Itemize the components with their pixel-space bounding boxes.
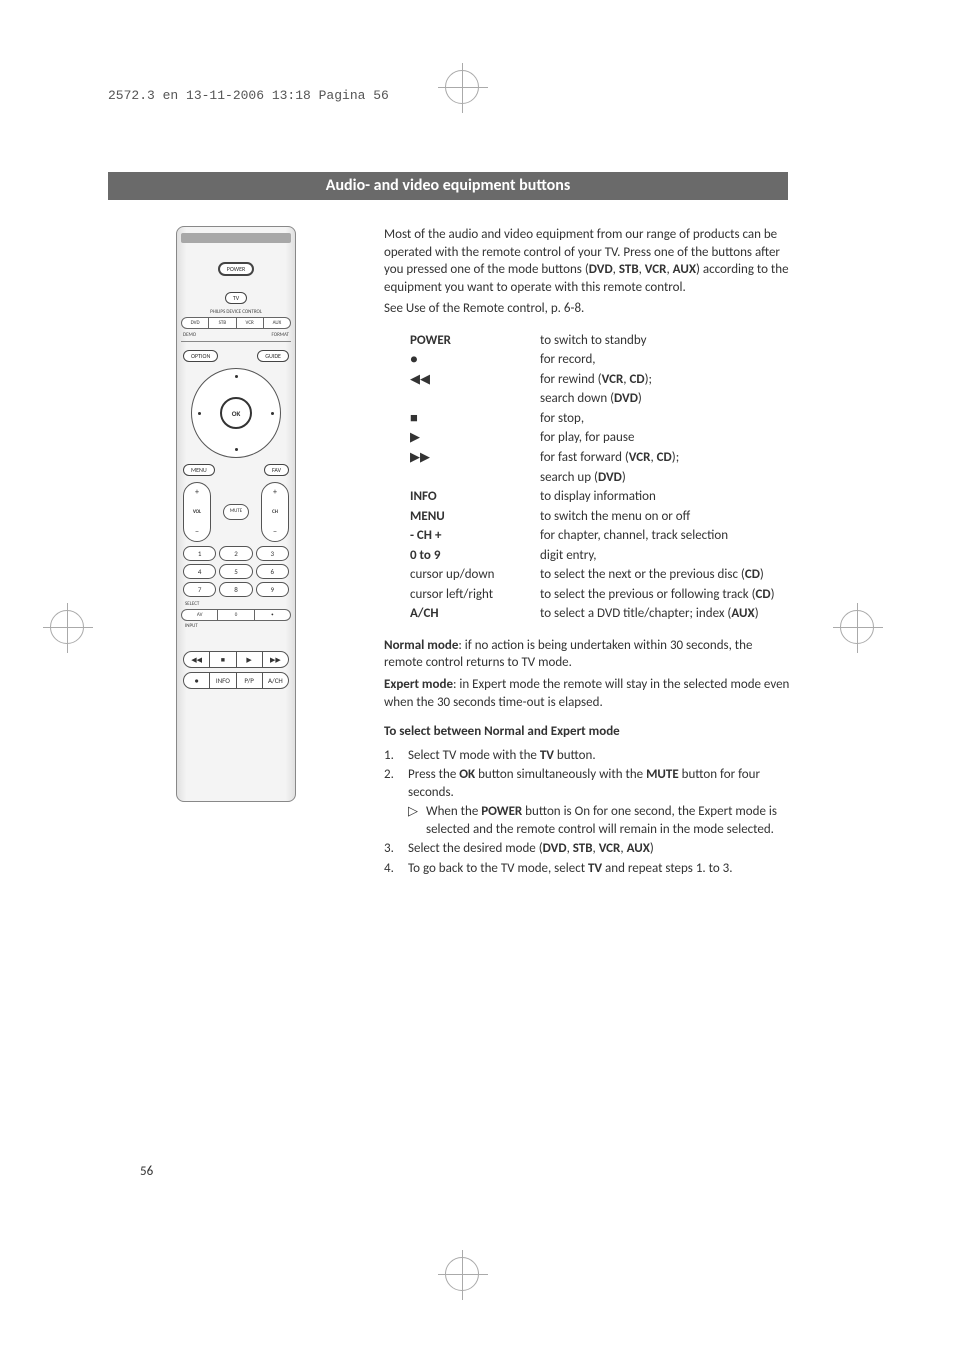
crop-mark-left: [50, 610, 84, 644]
step-4: 4. To go back to the TV mode, select TV …: [384, 860, 792, 878]
fav-button: FAV: [264, 464, 289, 476]
crop-mark-right: [840, 610, 874, 644]
intro-see-ref: See Use of the Remote control, p. 6-8.: [384, 300, 792, 318]
rewind-icon: ◀◀: [183, 651, 210, 668]
stop-icon: ■: [210, 651, 236, 668]
crop-mark-top: [445, 70, 479, 104]
device-vcr: VCR: [237, 317, 264, 329]
key-2: 2: [219, 546, 252, 561]
device-aux: AUX: [264, 317, 291, 329]
intro-paragraph: Most of the audio and video equipment fr…: [384, 226, 792, 296]
key-8: 8: [219, 582, 252, 597]
menu-button: MENU: [183, 464, 215, 476]
key-0: 0: [218, 609, 254, 621]
ffwd-icon: ▶▶: [263, 651, 289, 668]
row-cursor-lr: cursor left/right: [410, 586, 540, 604]
row-ch: - CH +: [410, 527, 540, 545]
record-icon: ●: [183, 672, 210, 689]
select-label: SELECT: [185, 601, 291, 607]
key-5: 5: [219, 564, 252, 579]
record-icon: ●: [410, 351, 540, 369]
normal-mode-note: Normal mode: if no action is being under…: [384, 637, 792, 672]
key-6: 6: [256, 564, 289, 579]
substep: ▷ When the POWER button is On for one se…: [408, 803, 792, 838]
button-function-table: POWERto switch to standby ●for record, ◀…: [410, 332, 792, 623]
power-button: POWER: [218, 262, 255, 276]
key-9: 9: [256, 582, 289, 597]
ach-button: A/CH: [263, 672, 289, 689]
format-label: FORMAT: [272, 332, 290, 338]
demo-label: DEMO: [183, 332, 196, 338]
key-4: 4: [183, 564, 216, 579]
key-3: 3: [256, 546, 289, 561]
bottom-row: AV 0 •: [181, 609, 291, 621]
bottom-transport-row: ● INFO P/P A/CH: [183, 672, 289, 689]
print-header: 2572.3 en 13-11-2006 13:18 Pagina 56: [108, 88, 389, 103]
ok-button: OK: [220, 397, 252, 429]
expert-mode-note: Expert mode: in Expert mode the remote w…: [384, 676, 792, 711]
device-dvd: DVD: [181, 317, 209, 329]
play-icon: ▶: [410, 429, 540, 447]
key-1: 1: [183, 546, 216, 561]
transport-row: ◀◀ ■ ▶ ▶▶: [183, 651, 289, 668]
keypad: 1 2 3 4 5 6 7 8 9: [183, 546, 289, 597]
dot-button: •: [255, 609, 291, 621]
triangle-icon: ▷: [408, 803, 426, 838]
mute-button: MUTE: [223, 504, 249, 520]
step-1: 1. Select TV mode with the TV button.: [384, 747, 792, 765]
play-icon: ▶: [237, 651, 263, 668]
row-info: INFO: [410, 488, 540, 506]
row-cursor-ud: cursor up/down: [410, 566, 540, 584]
ch-rocker: +CH−: [261, 482, 289, 542]
step-2: 2. Press the OK button simultaneously wi…: [384, 766, 792, 801]
remote-illustration: POWER TV PHILIPS DEVICE CONTROL DVD STB …: [176, 226, 296, 802]
device-row: DVD STB VCR AUX: [181, 317, 291, 329]
steps-list: 1. Select TV mode with the TV button. 2.…: [384, 747, 792, 878]
row-ach: A/CH: [410, 605, 540, 623]
key-7: 7: [183, 582, 216, 597]
step-3: 3. Select the desired mode (DVD, STB, VC…: [384, 840, 792, 858]
section-title-bar: Audio- and video equipment buttons: [108, 172, 788, 200]
device-control-label: PHILIPS DEVICE CONTROL: [181, 309, 291, 315]
ffwd-icon: ▶▶: [410, 449, 540, 467]
pp-button: P/P: [237, 672, 263, 689]
tv-button: TV: [225, 292, 247, 304]
steps-heading: To select between Normal and Expert mode: [384, 723, 792, 741]
stop-icon: ■: [410, 410, 540, 428]
page-number: 56: [140, 1164, 153, 1179]
vol-rocker: +VOL−: [183, 482, 211, 542]
device-stb: STB: [209, 317, 236, 329]
row-digits: 0 to 9: [410, 547, 540, 565]
guide-button: GUIDE: [257, 350, 289, 362]
nav-ring: OK: [191, 368, 281, 458]
content-column: Most of the audio and video equipment fr…: [384, 226, 792, 880]
option-button: OPTION: [183, 350, 218, 362]
row-power: POWER: [410, 332, 540, 350]
av-button: AV: [181, 609, 218, 621]
rewind-icon: ◀◀: [410, 371, 540, 389]
info-button: INFO: [210, 672, 236, 689]
row-menu: MENU: [410, 508, 540, 526]
crop-mark-bottom: [445, 1257, 479, 1291]
